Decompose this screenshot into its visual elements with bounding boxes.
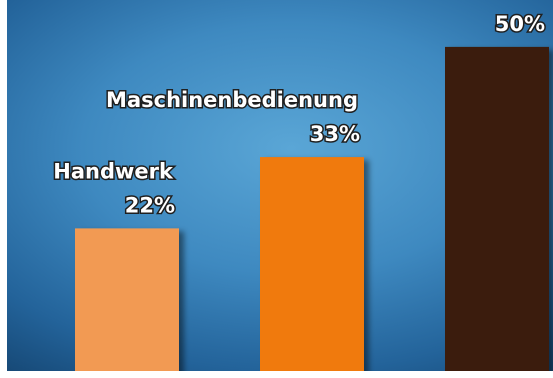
value-label-hilfsarbeit: 50% — [495, 12, 545, 36]
category-label-maschinenbedienung: Maschinenbedienung — [106, 88, 358, 112]
bar-handwerk — [75, 228, 179, 371]
chart-canvas: 22% Handwerk 33% Maschinenbedienung 50% Hilfs… — [52, 0, 549, 371]
bar-hilfsarbeit — [445, 46, 549, 371]
value-label-handwerk: 22% — [125, 193, 175, 217]
category-label-handwerk: Handwerk — [53, 159, 174, 183]
value-label-maschinenbedienung: 33% — [310, 122, 360, 146]
bar-chart: 22% Handwerk 33% Maschinenbedienung 50% Hilfs… — [7, 0, 553, 371]
category-label-hilfsarbeit: Hilfsarbeit — [418, 0, 543, 2]
bar-maschinenbedienung — [260, 157, 364, 371]
